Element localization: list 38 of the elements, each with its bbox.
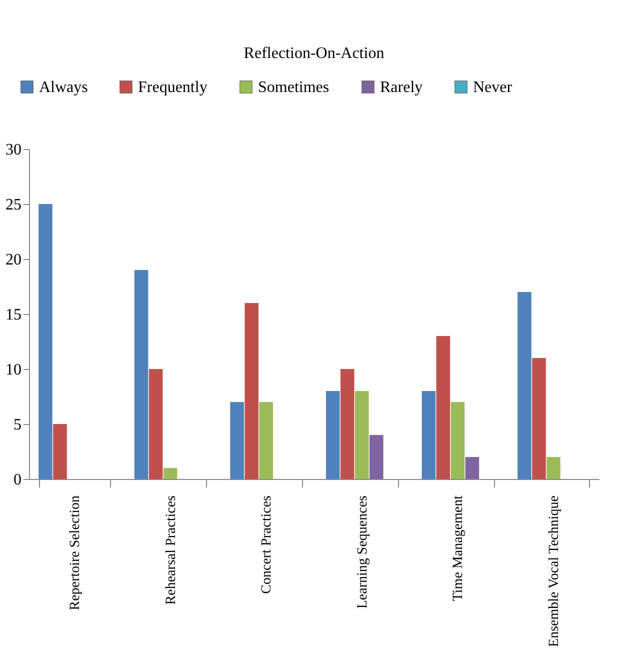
bar [38, 204, 52, 479]
bar [134, 270, 148, 479]
bar [326, 391, 340, 479]
bar [518, 292, 532, 479]
chart-title: Reflection-On-Action [244, 45, 384, 62]
x-tick-label: Learning Sequences [355, 496, 370, 609]
y-tick-label: 20 [6, 252, 22, 268]
bar [450, 402, 465, 479]
y-tick-label: 30 [6, 142, 22, 158]
legend-label: Frequently [138, 79, 208, 96]
y-tick-label: 10 [6, 362, 22, 378]
bar [163, 468, 178, 479]
legend-label: Sometimes [258, 79, 330, 96]
bar [259, 402, 273, 479]
y-tick-label: 5 [14, 416, 22, 434]
bar [436, 336, 450, 479]
y-tick-label: 15 [6, 306, 22, 324]
bar [355, 391, 369, 479]
x-tick-label: Rehearsal Practices [164, 496, 179, 605]
x-tick-label: Concert Practices [260, 496, 275, 594]
bar [546, 457, 560, 479]
x-tick-label: Repertoire Selection [68, 496, 84, 610]
legend-label: Always [39, 79, 88, 96]
bar [53, 424, 67, 479]
bar [422, 391, 436, 479]
bar [148, 369, 163, 479]
bar [370, 435, 384, 479]
x-tick-label: Time Management [451, 495, 466, 602]
y-tick-label: 25 [6, 196, 22, 214]
bar [230, 402, 244, 479]
bar [244, 303, 258, 479]
y-tick-label: 0 [14, 472, 22, 488]
legend-label: Rarely [380, 79, 423, 96]
x-tick-label: Ensemble Vocal Technique [546, 496, 562, 647]
bar [465, 457, 480, 479]
bar [340, 369, 354, 479]
bar [532, 358, 546, 479]
legend-label: Never [473, 79, 513, 96]
